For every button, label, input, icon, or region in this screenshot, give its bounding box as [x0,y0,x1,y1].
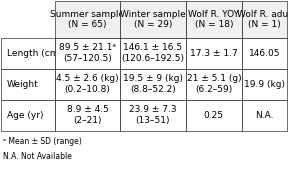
Text: N.A. Not Available: N.A. Not Available [3,152,72,161]
Text: ᵃ Mean ± SD (range): ᵃ Mean ± SD (range) [3,136,82,145]
